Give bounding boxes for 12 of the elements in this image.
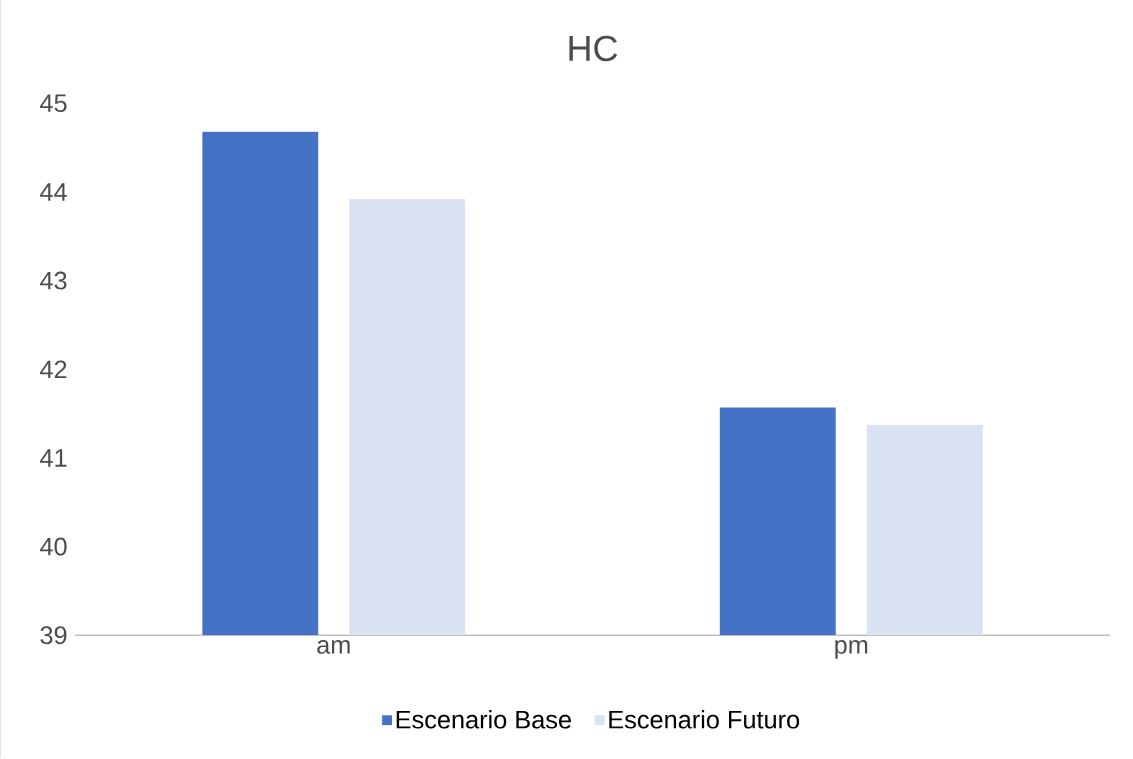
y-tick-label: 43 (40, 271, 67, 290)
y-tick-label: 40 (40, 537, 67, 556)
x-tick-label: am (317, 640, 350, 655)
y-tick-label: 39 (40, 626, 67, 645)
y-tick-label: 44 (40, 183, 67, 201)
x-tick-label: pm (835, 640, 868, 660)
y-tick-label: 45 (40, 94, 67, 113)
y-tick-label: 42 (40, 360, 67, 379)
legend-label: Escenario Base (396, 710, 571, 729)
legend-label: Escenario Futuro (609, 710, 800, 729)
y-tick-label: 41 (40, 449, 67, 467)
chart-title: HC (569, 35, 618, 62)
